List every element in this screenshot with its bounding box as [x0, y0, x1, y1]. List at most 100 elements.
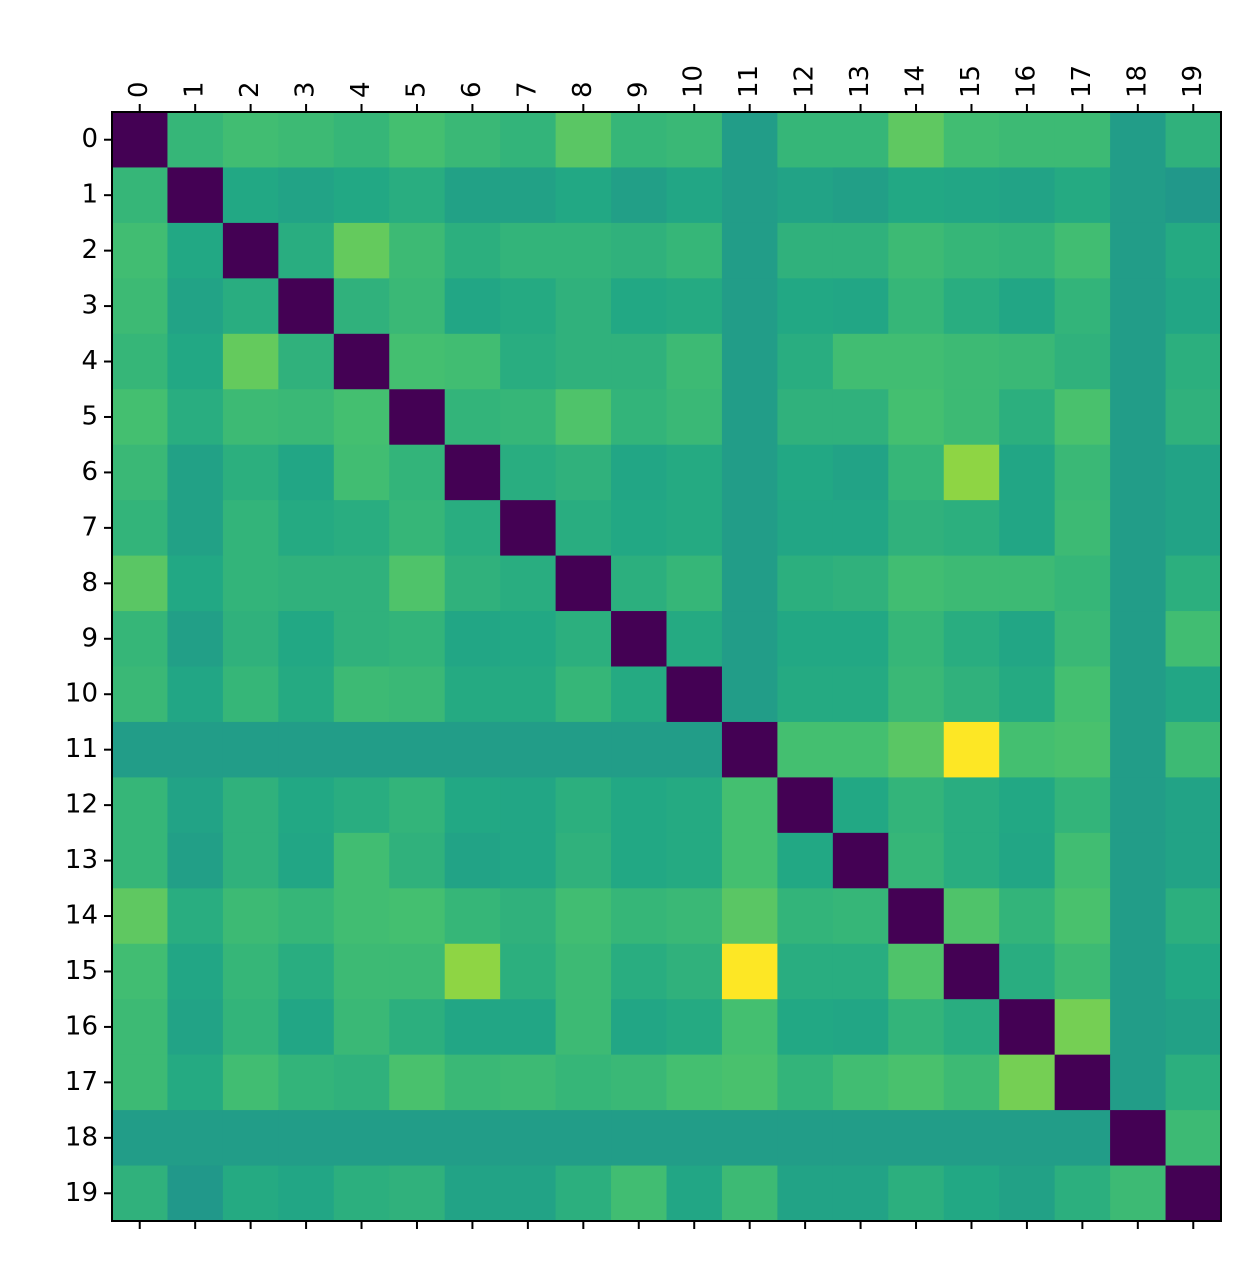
heatmap-cell — [555, 721, 612, 778]
heatmap-cell — [721, 278, 778, 335]
heatmap-cell — [832, 112, 889, 168]
heatmap-cell — [1054, 333, 1111, 390]
heatmap-cell — [832, 278, 889, 335]
heatmap-cell — [943, 1165, 1000, 1222]
y-tick-label: 15 — [65, 956, 98, 986]
heatmap-cell — [1054, 444, 1111, 501]
heatmap-cell — [500, 999, 557, 1056]
heatmap-cell — [500, 832, 557, 889]
heatmap-cell — [167, 1054, 224, 1111]
heatmap-cell — [389, 721, 446, 778]
heatmap-cell — [1110, 500, 1167, 557]
heatmap-cell — [1110, 777, 1167, 834]
heatmap-cell — [389, 555, 446, 612]
heatmap-cell — [278, 444, 335, 501]
heatmap-cell — [943, 555, 1000, 612]
heatmap-cell — [500, 222, 557, 279]
heatmap-cell — [999, 666, 1056, 723]
heatmap-cell — [278, 389, 335, 446]
heatmap-cell — [611, 1054, 667, 1111]
heatmap-cell — [721, 167, 778, 224]
x-tick-label: 15 — [956, 65, 986, 98]
heatmap-cell — [888, 1165, 945, 1222]
heatmap-cell — [167, 167, 224, 224]
heatmap-cell — [721, 777, 778, 834]
y-tick-label: 1 — [81, 180, 98, 210]
heatmap-cell — [1165, 777, 1222, 834]
heatmap-cell — [278, 555, 335, 612]
heatmap-cell — [500, 278, 557, 335]
heatmap-cell — [832, 721, 889, 778]
heatmap-cell — [666, 278, 723, 335]
heatmap-cell — [999, 611, 1056, 667]
heatmap-cell — [888, 888, 945, 945]
heatmap-cell — [555, 167, 612, 224]
heatmap-cell — [389, 999, 446, 1056]
heatmap-cell — [721, 1165, 778, 1222]
heatmap-cell — [1054, 500, 1111, 557]
heatmap-cell — [1165, 500, 1222, 557]
heatmap-cell — [500, 1110, 557, 1167]
heatmap-cell — [278, 500, 335, 557]
heatmap-cell — [1165, 721, 1222, 778]
heatmap-cell — [832, 1165, 889, 1222]
heatmap-cell — [389, 333, 446, 390]
heatmap-cell — [999, 500, 1056, 557]
heatmap-cell — [777, 278, 834, 335]
heatmap-cell — [888, 1054, 945, 1111]
heatmap-cell — [1110, 278, 1167, 335]
heatmap-cell — [278, 1054, 335, 1111]
heatmap-cell — [500, 444, 557, 501]
heatmap-cell — [1054, 777, 1111, 834]
heatmap-cell — [888, 167, 945, 224]
x-tick-label: 12 — [790, 65, 820, 98]
heatmap-cell — [112, 832, 168, 889]
heatmap-cell — [721, 333, 778, 390]
heatmap-cell — [333, 1054, 390, 1111]
heatmap-cell — [167, 444, 224, 501]
heatmap-cell — [1054, 666, 1111, 723]
heatmap-cell — [500, 721, 557, 778]
heatmap-cell — [611, 555, 667, 612]
heatmap-cell — [888, 999, 945, 1056]
heatmap-cell — [832, 1110, 889, 1167]
heatmap-cell — [611, 167, 667, 224]
y-tick-label: 12 — [65, 790, 98, 820]
heatmap-cell — [444, 1165, 501, 1222]
heatmap-cell — [611, 666, 667, 723]
heatmap-cell — [888, 112, 945, 168]
heatmap-cell — [167, 389, 224, 446]
heatmap-cell — [943, 500, 1000, 557]
heatmap-cell — [167, 1110, 224, 1167]
heatmap-cell — [999, 278, 1056, 335]
heatmap-cell — [1165, 999, 1222, 1056]
heatmap-cell — [1110, 444, 1167, 501]
heatmap-cell — [611, 112, 667, 168]
heatmap-cell — [333, 222, 390, 279]
heatmap-cell — [112, 555, 168, 612]
heatmap-cell — [721, 389, 778, 446]
heatmap-cell — [1054, 1054, 1111, 1111]
y-tick-label: 19 — [65, 1178, 98, 1208]
heatmap-cell — [999, 222, 1056, 279]
heatmap-cell — [222, 1165, 279, 1222]
heatmap-cell — [112, 1054, 168, 1111]
heatmap-cell — [832, 389, 889, 446]
heatmap-cell — [444, 278, 501, 335]
heatmap-cell — [278, 333, 335, 390]
heatmap-cell — [500, 112, 557, 168]
heatmap-cell — [112, 943, 168, 1000]
heatmap-cell — [1110, 943, 1167, 1000]
heatmap-cell — [555, 1110, 612, 1167]
y-tick-label: 9 — [81, 623, 98, 653]
y-tick-label: 7 — [81, 512, 98, 542]
heatmap-cell — [888, 666, 945, 723]
heatmap-cell — [943, 832, 1000, 889]
x-tick-label: 4 — [346, 81, 376, 98]
x-tick-label: 17 — [1067, 65, 1097, 98]
heatmap-cell — [167, 721, 224, 778]
x-tick-label: 14 — [901, 65, 931, 98]
heatmap-cell — [943, 333, 1000, 390]
heatmap-cell — [112, 167, 168, 224]
heatmap-cell — [500, 1054, 557, 1111]
